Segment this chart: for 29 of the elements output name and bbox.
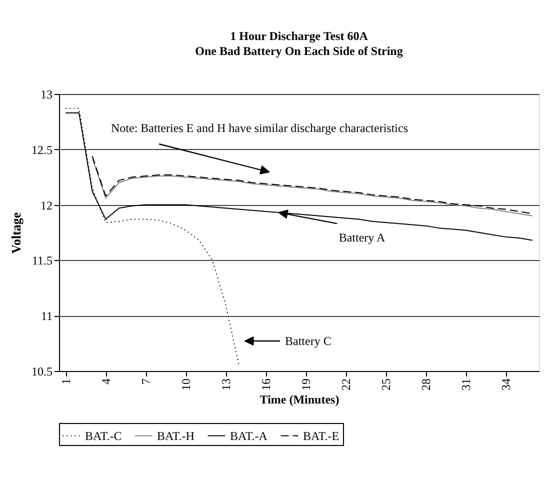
x-tick-label: 7 (139, 378, 154, 384)
x-tick-label: 34 (499, 378, 514, 390)
y-tick-label: 11 (40, 309, 52, 324)
chart-title: 1 Hour Discharge Test 60A (230, 29, 368, 43)
x-tick-label: 13 (219, 378, 234, 390)
y-tick-label: 11.5 (32, 254, 52, 268)
legend-label: BAT.-A (230, 428, 268, 443)
x-tick-label: 10 (179, 378, 194, 390)
y-tick-label: 12 (40, 198, 52, 212)
x-tick-label: 1 (59, 378, 74, 384)
y-tick-label: 12.5 (32, 142, 52, 157)
legend-label: BAT.-C (85, 428, 122, 443)
x-axis-title: Time (Minutes) (260, 392, 340, 406)
legend-label: BAT.-H (157, 428, 195, 443)
x-tick-label: 31 (459, 378, 474, 390)
legend-label: BAT.-E (303, 428, 340, 443)
annotation: Battery A (338, 230, 386, 245)
y-tick-label: 13 (40, 88, 52, 102)
annotation: Note: Batteries E and H have similar discharge characteristics (111, 121, 408, 135)
x-tick-label: 28 (419, 378, 434, 390)
annotation: Battery C (285, 334, 332, 348)
chart-subtitle: One Bad Battery On Each Side of String (195, 44, 403, 58)
x-tick-label: 22 (339, 378, 354, 390)
x-tick-label: 25 (379, 378, 394, 390)
y-axis-title: Voltage (8, 212, 24, 254)
x-tick-label: 4 (99, 378, 114, 384)
x-tick-label: 16 (259, 378, 274, 390)
x-tick-label: 19 (299, 378, 314, 390)
y-tick-label: 10.5 (32, 364, 52, 378)
